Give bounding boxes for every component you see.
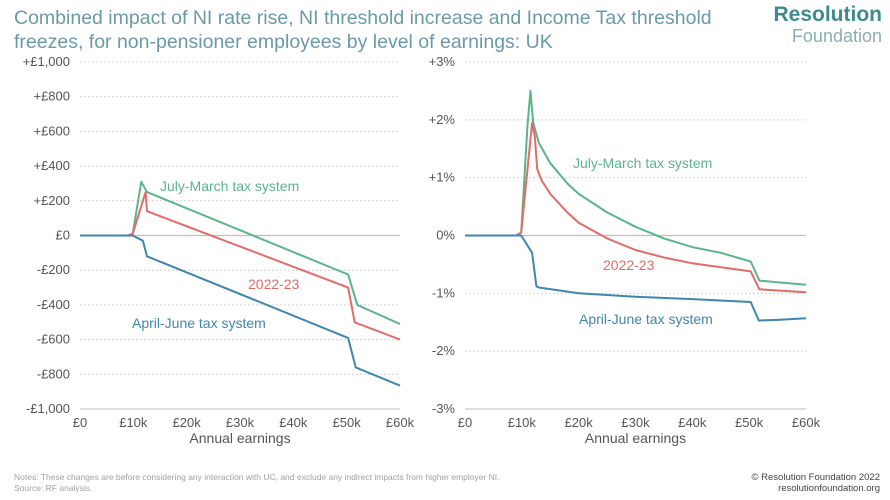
y-tick-label: +3% — [429, 54, 456, 69]
footer-credit: © Resolution Foundation 2022 resolutionf… — [752, 472, 880, 494]
y-tick-label: -3% — [432, 401, 456, 416]
x-tick-label: £40k — [678, 415, 707, 430]
series-line — [465, 234, 807, 322]
series-line — [80, 234, 401, 387]
y-tick-label: +£400 — [33, 158, 70, 173]
y-tick-label: -£600 — [37, 332, 70, 347]
x-tick-label: £30k — [226, 415, 255, 430]
footer-notes: Notes: These changes are before consider… — [14, 472, 500, 493]
y-tick-label: -1% — [432, 285, 456, 300]
y-tick-label: -£400 — [37, 297, 70, 312]
chart-title: Combined impact of NI rate rise, NI thre… — [14, 7, 712, 53]
x-tick-label: £50k — [735, 415, 764, 430]
x-tick-label: £0 — [458, 415, 472, 430]
x-tick-label: £60k — [792, 415, 821, 430]
source-text: Source: RF analysis. — [14, 482, 93, 493]
notes-text: Notes: These changes are before consider… — [14, 472, 500, 482]
y-tick-label: +1% — [429, 170, 456, 185]
series-label: July-March tax system — [573, 155, 712, 171]
y-tick-label: +£600 — [33, 123, 70, 138]
y-tick-label: +£800 — [33, 89, 70, 104]
y-tick-label: -£1,000 — [26, 401, 70, 416]
y-tick-label: +2% — [429, 112, 456, 127]
series-line — [80, 180, 401, 325]
series-label: April-June tax system — [132, 315, 266, 331]
y-tick-label: -£200 — [37, 262, 70, 277]
logo-line1: Resolution — [773, 3, 883, 26]
copyright-text: © Resolution Foundation 2022 — [751, 472, 880, 483]
x-tick-label: £10k — [119, 415, 148, 430]
x-tick-label: £40k — [279, 415, 308, 430]
x-tick-label: £50k — [333, 415, 362, 430]
x-axis-label: Annual earnings — [585, 430, 686, 446]
x-tick-label: £20k — [173, 415, 202, 430]
x-tick-label: £10k — [508, 415, 537, 430]
y-tick-label: +£200 — [33, 193, 70, 208]
series-line — [465, 89, 807, 286]
x-tick-label: £20k — [565, 415, 594, 430]
y-tick-label: -2% — [432, 343, 456, 358]
y-tick-label: 0% — [436, 228, 455, 243]
y-tick-label: +£1,000 — [23, 54, 70, 69]
website-text: resolutionfoundation.org — [778, 483, 880, 494]
y-tick-label: -£800 — [37, 366, 70, 381]
x-tick-label: £30k — [621, 415, 650, 430]
y-tick-label: £0 — [56, 228, 70, 243]
charts-canvas: +£1,000 +£800 +£600 +£400 +£200 £0 -£200 -£400 -… — [23, 54, 821, 446]
series-label: July-March tax system — [160, 178, 299, 194]
series-label: 2022-23 — [603, 257, 655, 273]
x-tick-label: £60k — [386, 415, 415, 430]
series-label: 2022-23 — [248, 276, 300, 292]
logo-line2: Foundation — [791, 26, 882, 46]
series-label: April-June tax system — [579, 311, 713, 327]
x-axis-label: Annual earnings — [189, 430, 290, 446]
x-tick-label: £0 — [73, 415, 87, 430]
resolution-foundation-logo: Resolution Foundation — [773, 3, 883, 47]
series-line — [465, 121, 807, 294]
